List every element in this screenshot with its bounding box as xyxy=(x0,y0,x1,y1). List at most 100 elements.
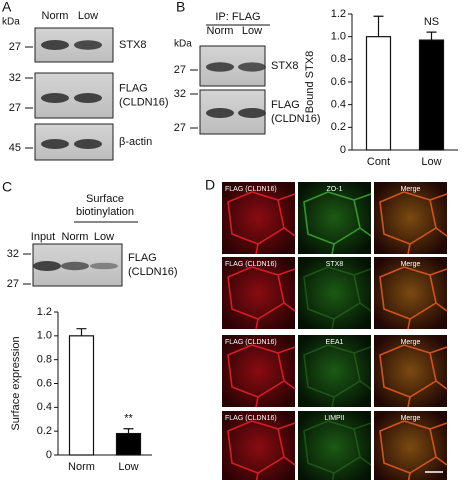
error-bar xyxy=(426,31,437,41)
bar xyxy=(418,39,445,151)
cell-outline xyxy=(227,266,296,330)
lane-label: Norm xyxy=(207,25,234,37)
blot-label: FLAG xyxy=(128,252,157,264)
lane-label: Low xyxy=(94,231,114,243)
heading: Surface xyxy=(86,193,124,205)
y-tick-label: 0.2 xyxy=(37,425,52,437)
marker-label: 32 xyxy=(7,248,19,260)
bar xyxy=(365,36,392,151)
channel-label: STX8 xyxy=(326,261,344,268)
band xyxy=(238,108,266,118)
band xyxy=(74,139,102,149)
y-tick-label: 0 xyxy=(46,449,52,461)
marker-label: 32 xyxy=(9,72,21,84)
error-bar xyxy=(123,428,134,434)
cell-outline xyxy=(379,420,448,480)
channel-label: ZO-1 xyxy=(327,186,343,193)
y-tick-label: 0.8 xyxy=(331,53,346,65)
y-tick-label: 1.0 xyxy=(331,31,346,43)
blot-label: STX8 xyxy=(119,39,147,51)
channel-label: FLAG (CLDN16) xyxy=(225,339,277,346)
lane-label: Norm xyxy=(62,231,89,243)
channel-label: Merge xyxy=(401,261,421,268)
panel-letter: B xyxy=(176,0,185,15)
y-tick-label: 0.6 xyxy=(37,377,52,389)
band xyxy=(238,62,266,72)
band xyxy=(33,261,61,271)
annotation: ** xyxy=(124,413,133,425)
band xyxy=(41,139,69,149)
error-bar xyxy=(373,15,384,37)
cell-outline xyxy=(227,191,296,255)
band xyxy=(90,262,118,270)
y-tick-label: 1.0 xyxy=(37,330,52,342)
blot-label: (CLDN16) xyxy=(128,266,178,278)
y-tick-label: 1.2 xyxy=(331,8,346,20)
cell-outline xyxy=(303,344,372,408)
band xyxy=(41,93,69,103)
y-tick-label: 0.8 xyxy=(37,354,52,366)
band xyxy=(206,108,234,118)
marker-label: 27 xyxy=(174,64,186,76)
ip-label: IP: FLAG xyxy=(215,11,260,23)
y-axis-label: Bound STX8 xyxy=(304,51,316,113)
y-axis-label: Surface expression xyxy=(10,336,22,430)
unit-label: kDa xyxy=(174,39,192,50)
blot-label: (CLDN16) xyxy=(271,113,321,125)
channel-label: EEA1 xyxy=(326,339,344,346)
marker-label: 45 xyxy=(9,142,21,154)
cell-outline xyxy=(379,191,448,255)
unit-label: kDa xyxy=(2,17,20,28)
channel-label: LIMPII xyxy=(324,415,344,422)
y-tick-label: 0.4 xyxy=(331,99,346,111)
channel-label: FLAG (CLDN16) xyxy=(225,261,277,268)
micrograph xyxy=(298,257,371,329)
blot-label: (CLDN16) xyxy=(119,96,169,108)
cell-outline xyxy=(227,344,296,408)
blot-label: STX8 xyxy=(271,60,299,72)
cell-outline xyxy=(379,344,448,408)
channel-label: Merge xyxy=(401,186,421,193)
lane-label: Input xyxy=(31,231,55,243)
micrograph xyxy=(298,411,371,480)
lane-label: Norm xyxy=(42,10,69,22)
blot-label: FLAG xyxy=(271,99,300,111)
channel-label: FLAG (CLDN16) xyxy=(225,415,277,422)
error-bar xyxy=(76,328,87,336)
channel-label: Merge xyxy=(401,415,421,422)
bar xyxy=(115,432,142,456)
x-tick-label: Cont xyxy=(367,156,390,168)
marker-label: 27 xyxy=(9,41,21,53)
y-tick-label: 0.4 xyxy=(37,401,52,413)
cell-outline xyxy=(379,266,448,330)
panel-letter: D xyxy=(205,177,215,193)
heading: biotinylation xyxy=(76,206,134,218)
band xyxy=(41,40,69,50)
y-tick-label: 0.2 xyxy=(331,121,346,133)
channel-label: Merge xyxy=(401,339,421,346)
marker-label: 27 xyxy=(174,122,186,134)
y-tick-label: 1.2 xyxy=(37,306,52,318)
channel-label: FLAG (CLDN16) xyxy=(225,186,277,193)
blot-label: FLAG xyxy=(119,82,148,94)
lane-label: Low xyxy=(242,25,262,37)
y-tick-label: 0 xyxy=(340,144,346,156)
band xyxy=(61,261,89,271)
marker-label: 27 xyxy=(7,278,19,290)
cell-outline xyxy=(303,191,372,255)
annotation: NS xyxy=(424,16,439,28)
lane-label: Low xyxy=(78,10,98,22)
panel-letter: C xyxy=(2,179,12,195)
band xyxy=(74,40,102,50)
micrograph xyxy=(298,335,371,407)
band xyxy=(206,62,234,72)
x-tick-label: Low xyxy=(421,156,441,168)
y-tick-label: 0.6 xyxy=(331,76,346,88)
cell-outline xyxy=(227,420,296,480)
x-tick-label: Low xyxy=(118,461,138,473)
band xyxy=(74,93,102,103)
blot-label: β-actin xyxy=(119,136,152,148)
x-tick-label: Norm xyxy=(68,461,95,473)
